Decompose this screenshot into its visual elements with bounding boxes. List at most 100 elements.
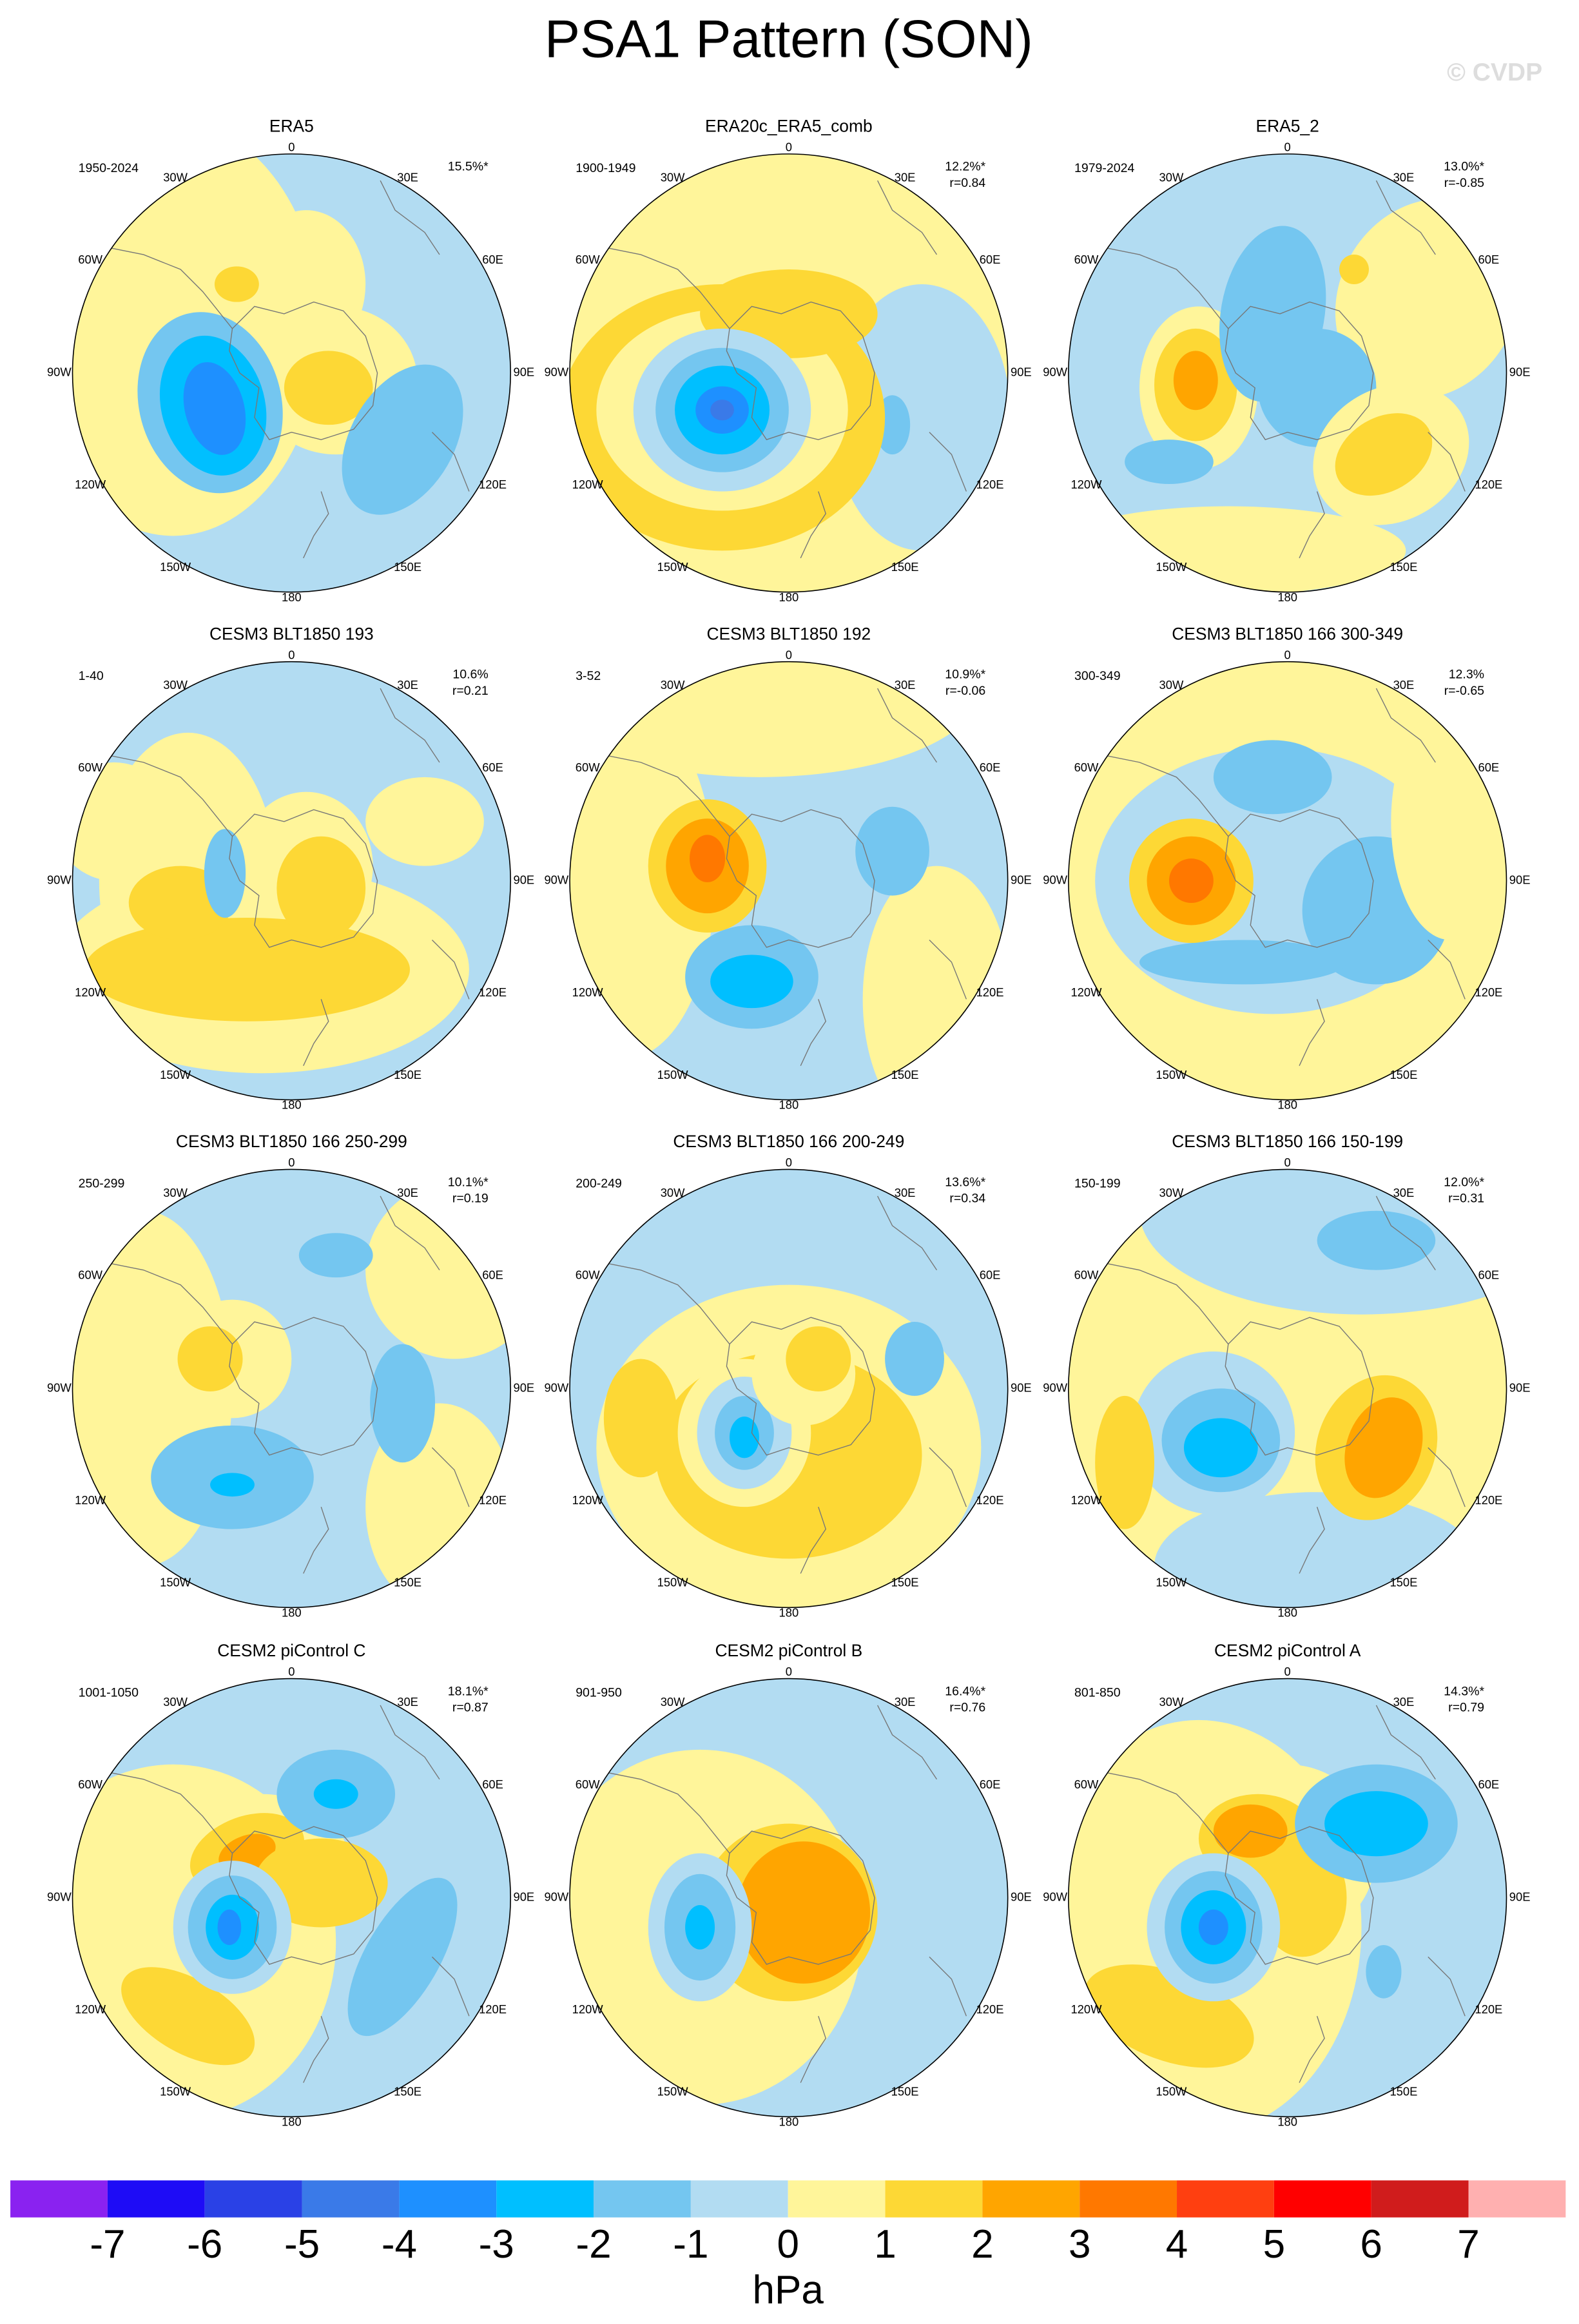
map-field — [1068, 153, 1507, 592]
contour-fill — [347, 1877, 458, 2037]
longitude-label: 30W — [163, 678, 188, 692]
longitude-label: 90E — [1011, 873, 1032, 886]
longitude-label: 120W — [1070, 985, 1102, 999]
panel-title: CESM3 BLT1850 166 150-199 — [1172, 1132, 1403, 1151]
variance-label: 12.2%* — [945, 160, 985, 174]
longitude-label: 150W — [657, 560, 689, 574]
colorbar-label: -1 — [673, 2222, 708, 2267]
longitude-label: 120E — [1475, 985, 1502, 999]
contour-fill — [1366, 1945, 1402, 1999]
map-border — [569, 1678, 1009, 2118]
period-label: 1900-1949 — [576, 161, 635, 175]
longitude-label: 90E — [1509, 1890, 1531, 1903]
contour-fill — [1335, 413, 1433, 496]
longitude-label: 120W — [1070, 478, 1102, 491]
colorbar-box — [1080, 2180, 1177, 2218]
longitude-label: 150E — [1390, 2085, 1417, 2098]
map-field — [570, 661, 1008, 1100]
colorbar-label: 1 — [874, 2222, 896, 2267]
longitude-label: 30W — [1159, 1186, 1184, 1199]
longitude-label: 30E — [895, 678, 916, 692]
variance-label: 16.4%* — [945, 1684, 985, 1698]
contour-fill — [313, 1779, 358, 1809]
longitude-label: 60E — [1478, 760, 1500, 774]
panel-title: CESM3 BLT1850 192 — [706, 624, 871, 643]
longitude-label: 150E — [1390, 1576, 1417, 1589]
longitude-label: 120E — [976, 985, 1004, 999]
colorbar-box — [204, 2180, 302, 2218]
colorbar-label: -5 — [284, 2222, 320, 2267]
contour-fill — [1391, 702, 1507, 940]
longitude-label: 90W — [544, 873, 568, 886]
map-border — [72, 1678, 511, 2118]
colorbar-label: 3 — [1069, 2222, 1090, 2267]
correlation-label: r=0.84 — [949, 176, 985, 190]
longitude-label: 150W — [657, 2085, 689, 2098]
longitude-label: 150W — [657, 1068, 689, 1081]
contour-fill — [1173, 351, 1218, 411]
period-label: 801-850 — [1074, 1686, 1121, 1700]
longitude-label: 90E — [1509, 1380, 1531, 1394]
contour-fill — [214, 266, 259, 302]
longitude-label: 120E — [976, 1493, 1004, 1507]
longitude-label: 180 — [1277, 590, 1297, 604]
map-field — [570, 153, 1008, 592]
colorbar-box — [1177, 2180, 1274, 2218]
longitude-label: 90W — [47, 365, 72, 379]
longitude-label: 180 — [282, 2115, 302, 2128]
longitude-label: 120W — [572, 2002, 604, 2016]
longitude-label: 180 — [779, 590, 799, 604]
longitude-label: 30W — [661, 170, 685, 184]
longitude-label: 120E — [976, 2002, 1004, 2016]
variance-label: 12.0%* — [1444, 1175, 1484, 1189]
map-panel: CESM3 BLT1850 166 250-299 250-299 10.1%* r=… — [47, 1132, 534, 1619]
colorbar-label: 4 — [1166, 2222, 1188, 2267]
longitude-label: 60W — [78, 1268, 102, 1282]
variance-label: 14.3%* — [1444, 1684, 1484, 1698]
period-label: 1001-1050 — [79, 1686, 139, 1700]
contour-fill — [1095, 1395, 1155, 1529]
longitude-label: 60W — [78, 1777, 102, 1791]
longitude-label: 150E — [891, 560, 919, 574]
longitude-label: 150E — [1390, 1068, 1417, 1081]
colorbar-label: 2 — [971, 2222, 993, 2267]
correlation-label: r=-0.65 — [1444, 684, 1485, 698]
contour-fill — [1198, 1909, 1228, 1946]
longitude-label: 120E — [479, 1493, 507, 1507]
longitude-label: 150E — [891, 2085, 919, 2098]
longitude-label: 0 — [1284, 648, 1291, 661]
longitude-label: 150E — [394, 2085, 421, 2098]
variance-label: 10.9%* — [945, 668, 985, 682]
longitude-label: 120E — [1475, 1493, 1502, 1507]
longitude-label: 120E — [479, 2002, 507, 2016]
colorbar-label: 0 — [777, 2222, 799, 2267]
longitude-label: 90W — [544, 365, 568, 379]
longitude-label: 60W — [78, 253, 102, 266]
panel-title: ERA5 — [269, 116, 314, 135]
longitude-label: 120W — [572, 985, 604, 999]
panel-title: CESM2 piControl C — [217, 1641, 365, 1660]
longitude-label: 150W — [160, 1576, 191, 1589]
longitude-label: 90E — [1509, 873, 1531, 886]
longitude-label: 60E — [482, 1777, 503, 1791]
longitude-label: 0 — [786, 1156, 792, 1169]
longitude-label: 150W — [1156, 2085, 1187, 2098]
longitude-label: 90W — [47, 873, 72, 886]
longitude-label: 60W — [576, 1268, 600, 1282]
map-field — [570, 1169, 1008, 1608]
map-field — [72, 153, 511, 592]
contour-fill — [365, 1181, 511, 1359]
longitude-label: 60E — [1478, 253, 1500, 266]
longitude-label: 180 — [779, 2115, 799, 2128]
longitude-label: 60W — [1074, 1268, 1099, 1282]
map-border — [1068, 1678, 1507, 2118]
map-border — [72, 153, 511, 593]
longitude-label: 150E — [891, 1576, 919, 1589]
panel-title: ERA5_2 — [1256, 116, 1319, 135]
variance-label: 10.6% — [452, 668, 488, 682]
longitude-label: 90E — [1011, 365, 1032, 379]
longitude-label: 90W — [544, 1380, 568, 1394]
colorbar-box — [399, 2180, 497, 2218]
longitude-label: 90E — [1509, 365, 1531, 379]
figure-title: PSA1 Pattern (SON) — [545, 8, 1033, 68]
